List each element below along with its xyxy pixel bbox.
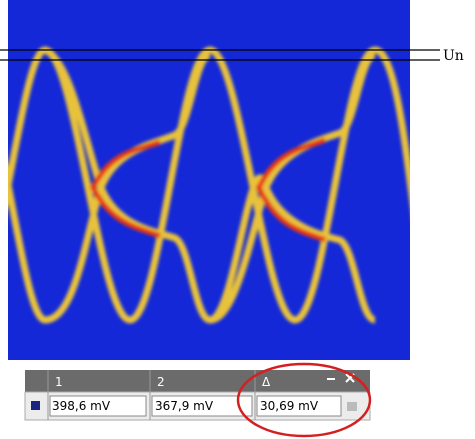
screen: Un 1 2 Δ 398,6 mV 367,9 mV 30,69 mV	[0, 0, 475, 439]
value-cell: 367,9 mV	[155, 395, 213, 417]
column-header: 2	[157, 372, 165, 392]
table-header	[25, 370, 370, 392]
minimize-icon[interactable]	[327, 378, 335, 380]
lock-icon[interactable]	[347, 402, 357, 411]
scope-view: Un	[0, 0, 475, 439]
value-cell: 398,6 mV	[52, 395, 110, 417]
column-header: 1	[55, 372, 63, 392]
color-swatch	[31, 401, 40, 410]
level-label: Un	[443, 48, 464, 64]
value-cell: 30,69 mV	[260, 395, 318, 417]
column-header: Δ	[262, 372, 270, 392]
